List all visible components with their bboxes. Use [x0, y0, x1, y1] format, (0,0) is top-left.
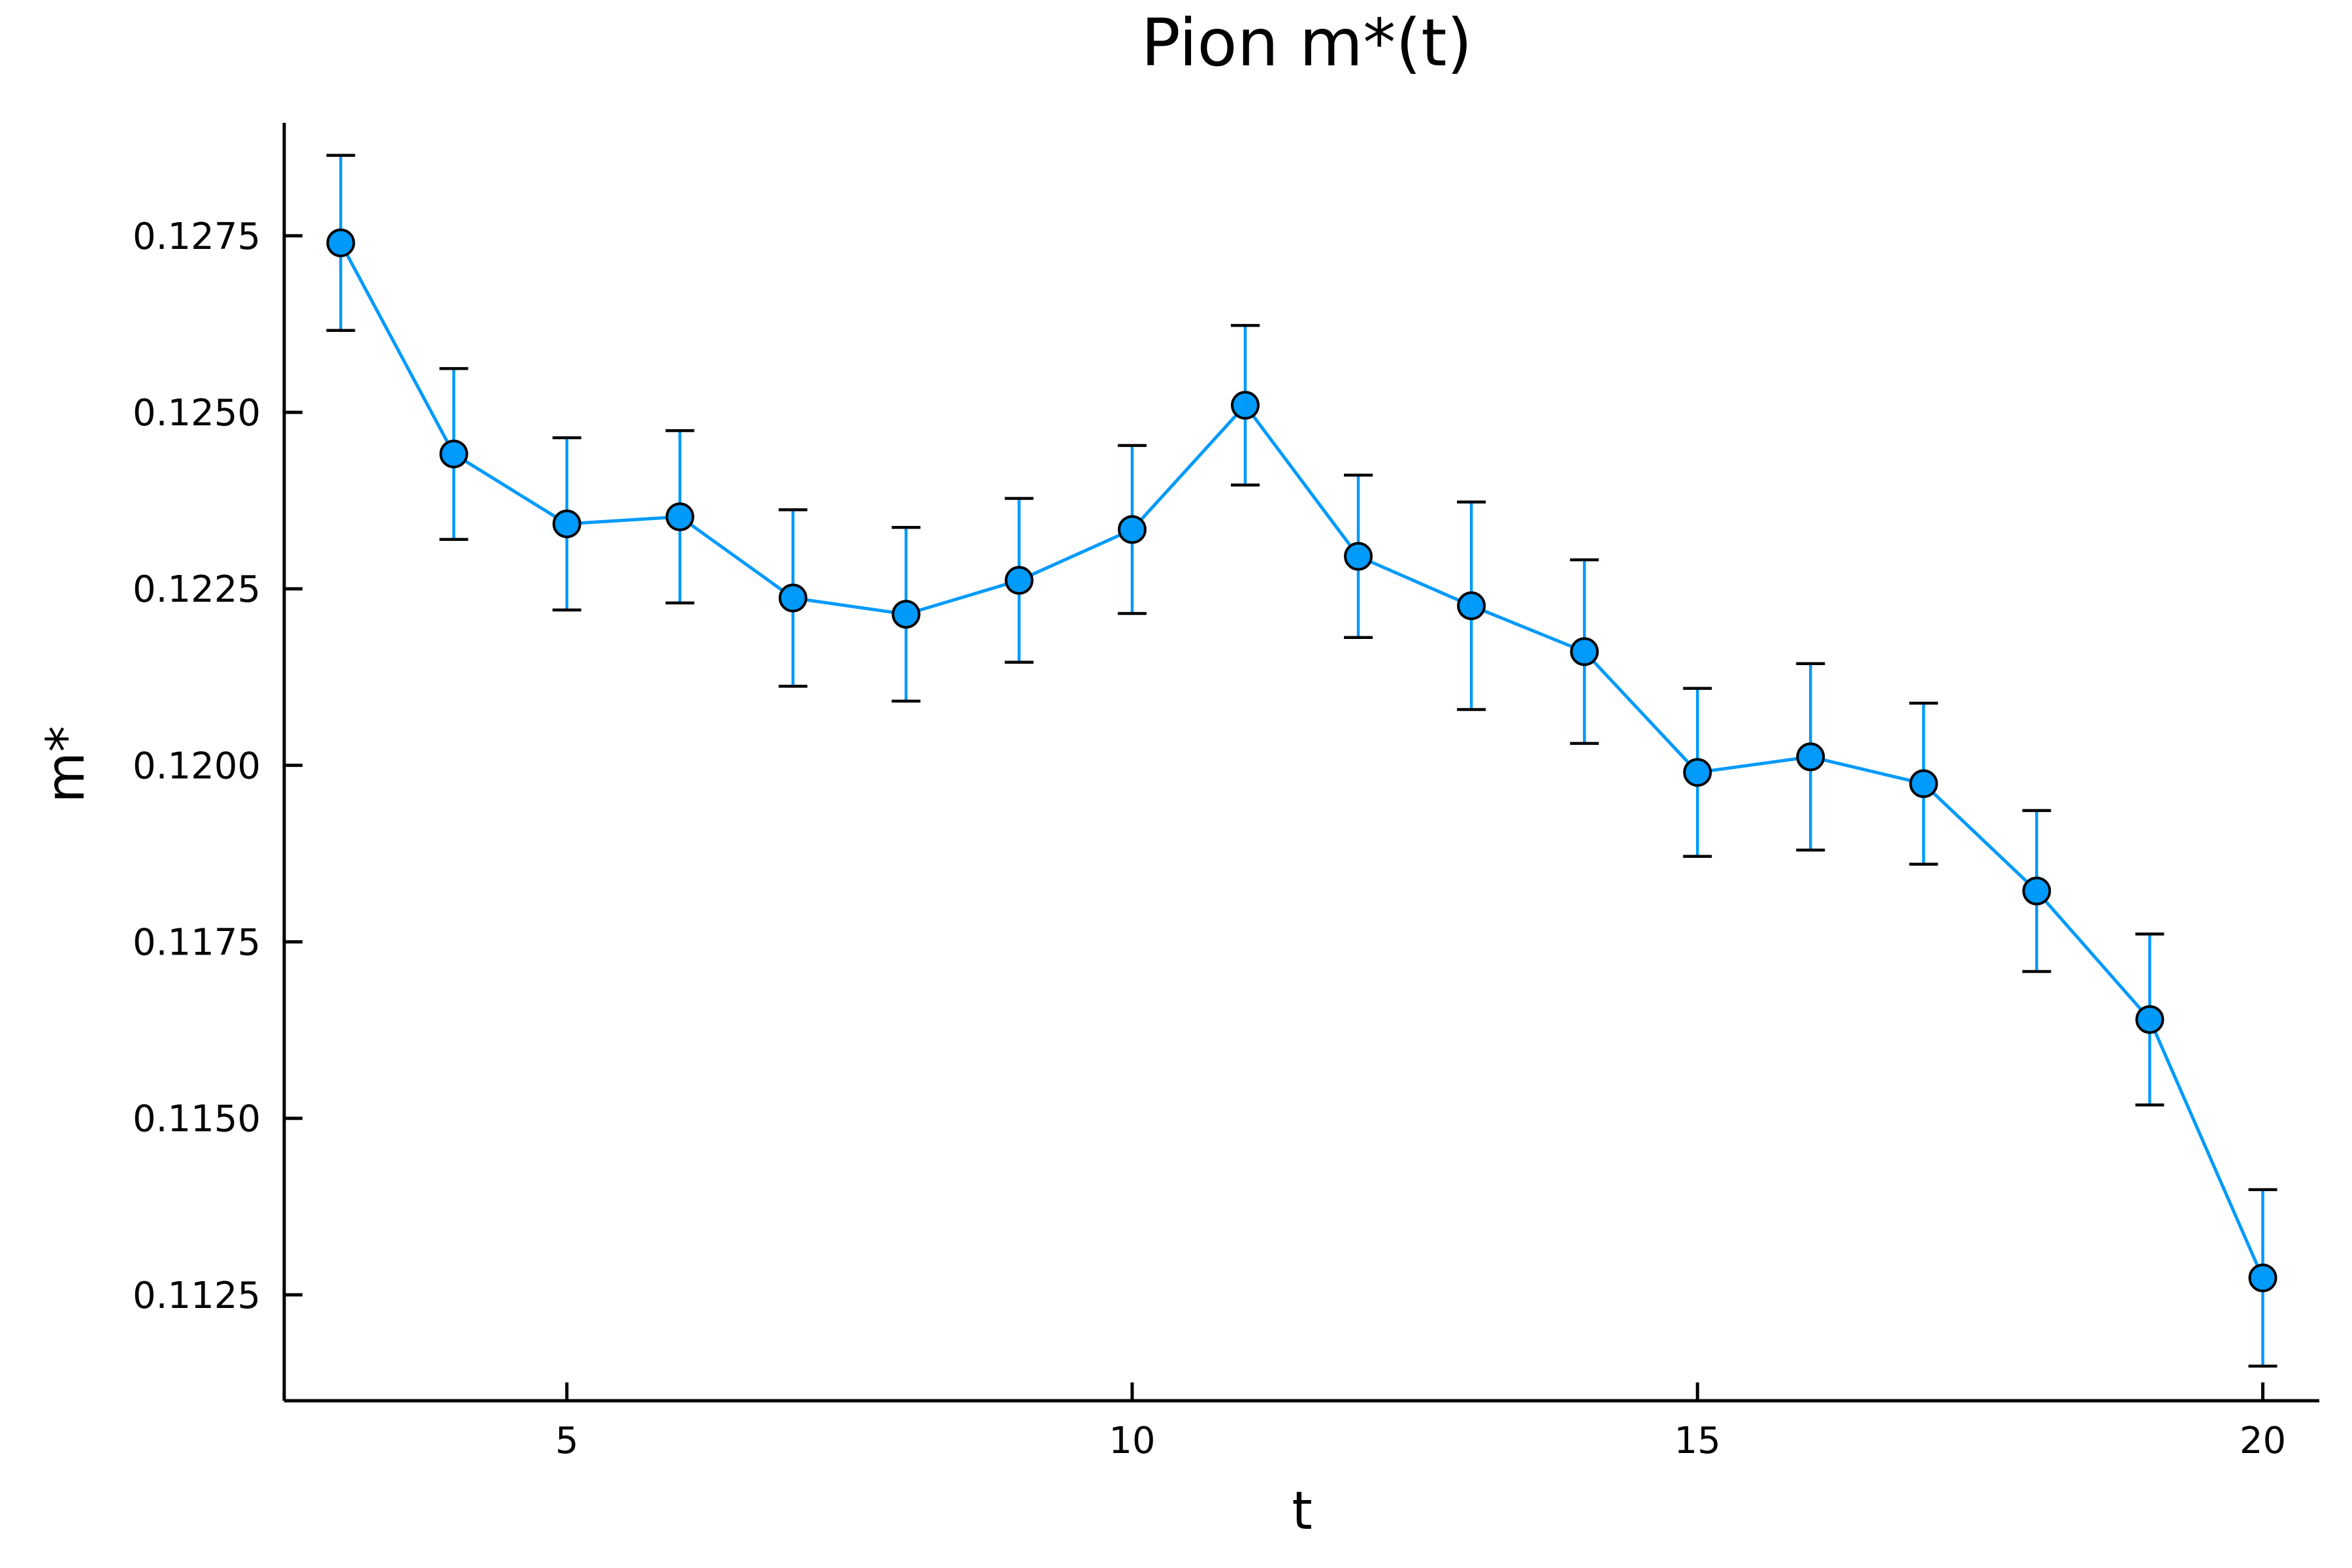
series-line: [339, 242, 2264, 1279]
data-point: [665, 502, 694, 532]
x-tick-label: 10: [1109, 1420, 1155, 1462]
x-tick-label: 15: [1674, 1420, 1721, 1462]
data-point: [2022, 876, 2051, 906]
data-point: [439, 439, 468, 468]
data-point: [1117, 515, 1147, 544]
y-axis-label: m*: [35, 726, 96, 803]
data-point: [778, 583, 808, 613]
data-point: [326, 228, 355, 257]
data-point: [1344, 542, 1373, 571]
y-tick-label: 0.1250: [133, 392, 261, 434]
chart-title: Pion m*(t): [1141, 5, 1473, 81]
data-point: [1796, 742, 1825, 772]
y-tick-label: 0.1175: [133, 922, 261, 964]
data-point: [1683, 758, 1712, 787]
y-ticks: 0.1125 0.1150 0.1175 0.1200 0.1225 0.1250 0.12…: [133, 216, 302, 1317]
x-axis-label: t: [1292, 1480, 1312, 1541]
data-point: [1909, 769, 1938, 798]
data-point: [1004, 566, 1034, 595]
y-tick-label: 0.1150: [133, 1098, 261, 1141]
y-tick-label: 0.1275: [133, 216, 261, 258]
y-tick-label: 0.1125: [133, 1275, 261, 1317]
data-point: [2135, 1005, 2164, 1034]
error-bars: [326, 154, 2278, 1368]
y-tick-label: 0.1200: [133, 745, 261, 787]
data-point: [1570, 637, 1599, 666]
data-point: [891, 600, 921, 629]
x-ticks: 5 10 15 20: [555, 1382, 2286, 1462]
data-points: [326, 228, 2278, 1292]
data-point: [1230, 391, 1260, 420]
plot-area: 0.1125 0.1150 0.1175 0.1200 0.1225 0.1250 0.12…: [133, 123, 2319, 1462]
data-point: [552, 509, 581, 538]
data-point: [1457, 591, 1486, 621]
x-tick-label: 5: [555, 1420, 579, 1462]
y-tick-label: 0.1225: [133, 568, 261, 611]
x-tick-label: 20: [2240, 1420, 2286, 1462]
data-point: [2248, 1263, 2278, 1292]
